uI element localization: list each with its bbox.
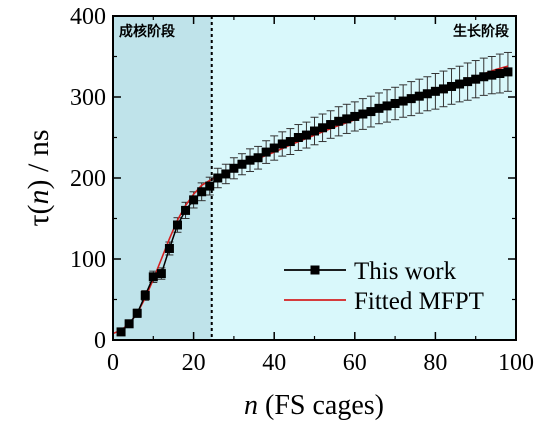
- data-point: [164, 243, 174, 253]
- data-point: [172, 220, 182, 230]
- data-point: [205, 181, 215, 191]
- data-point: [471, 74, 481, 84]
- regions-layer: [113, 16, 517, 340]
- data-point: [189, 195, 199, 205]
- region-label-growth: 生长阶段: [453, 23, 509, 40]
- region-1: [211, 16, 517, 340]
- data-point: [253, 153, 263, 163]
- data-point: [366, 107, 376, 117]
- ticks-layer: [112, 15, 517, 341]
- data-point: [438, 84, 448, 94]
- region-labels-layer: 成核阶段 生长阶段: [119, 23, 509, 40]
- region-label-nucleation: 成核阶段: [119, 23, 175, 40]
- y-tick-label: 100: [70, 247, 106, 273]
- data-point: [148, 272, 158, 282]
- legend-label-this-work: This work: [354, 258, 457, 285]
- legend-label-fitted-mfpt: Fitted MFPT: [354, 288, 484, 315]
- data-point: [350, 111, 360, 121]
- legend: This work Fitted MFPT: [284, 258, 484, 315]
- data-point: [318, 123, 328, 133]
- data-point: [398, 96, 408, 106]
- data-point: [487, 70, 497, 80]
- x-tick-label: 60: [343, 350, 367, 376]
- data-point: [261, 147, 271, 157]
- data-point: [156, 269, 166, 279]
- y-tick-label: 200: [70, 166, 106, 192]
- data-points-layer: [116, 67, 513, 337]
- data-point: [374, 103, 384, 113]
- data-point: [358, 109, 368, 119]
- data-point: [293, 133, 303, 142]
- data-point: [181, 205, 191, 215]
- data-point: [463, 77, 473, 87]
- data-point: [245, 155, 255, 165]
- x-axis-label-rest: (FS cages): [258, 390, 384, 421]
- data-point: [422, 89, 432, 99]
- data-point: [132, 308, 142, 318]
- y-axis-label-post: ) / ns: [22, 129, 55, 189]
- x-tick-label: 80: [423, 350, 447, 376]
- data-point: [140, 290, 150, 300]
- y-axis-label: τ(n) / ns: [22, 129, 55, 226]
- data-point: [326, 120, 336, 130]
- x-axis-label: n (FS cages): [244, 390, 384, 421]
- data-point: [124, 319, 134, 329]
- x-tick-label: 20: [182, 350, 206, 376]
- data-point: [414, 91, 424, 101]
- data-point: [269, 143, 279, 153]
- data-point: [503, 67, 513, 77]
- tick-labels-layer: 0 20 40 60 80 100 0 100 200 300 400: [70, 4, 534, 376]
- data-point: [447, 81, 457, 91]
- data-point: [382, 101, 392, 111]
- data-point: [310, 126, 319, 136]
- x-tick-label: 40: [262, 350, 286, 376]
- data-point: [116, 327, 126, 337]
- data-point: [390, 98, 400, 108]
- data-point: [455, 79, 465, 89]
- data-point: [406, 94, 416, 104]
- data-point: [430, 86, 440, 96]
- data-point: [334, 116, 344, 126]
- y-tick-label: 400: [70, 4, 106, 30]
- region-0: [113, 16, 212, 340]
- data-point: [495, 69, 505, 79]
- data-point: [301, 130, 311, 140]
- y-axis-label-pre: τ(: [22, 204, 55, 226]
- y-tick-label: 300: [70, 85, 106, 111]
- y-tick-label: 0: [94, 328, 106, 354]
- data-point: [342, 114, 352, 124]
- data-point: [213, 173, 223, 183]
- data-point: [277, 139, 287, 149]
- legend-marker-this-work: [310, 265, 320, 275]
- x-axis-label-var: n: [244, 390, 258, 421]
- data-point: [237, 159, 247, 169]
- data-point: [479, 72, 489, 82]
- data-point: [221, 169, 231, 179]
- data-point: [197, 187, 207, 197]
- x-tick-label: 0: [107, 350, 119, 376]
- data-point: [285, 137, 295, 147]
- y-axis-label-var: n: [22, 189, 55, 204]
- data-point: [229, 163, 239, 173]
- x-tick-label: 100: [498, 350, 534, 376]
